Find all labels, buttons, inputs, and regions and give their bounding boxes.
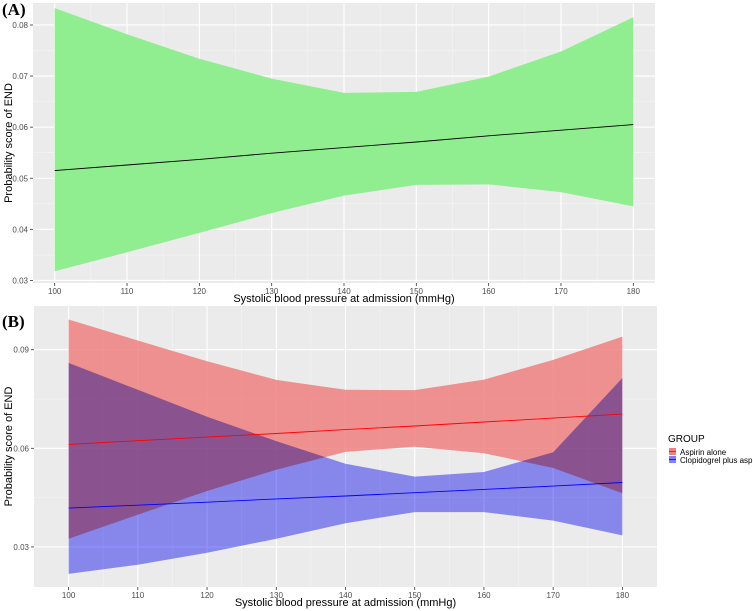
y-tick-label: 0.03 — [13, 543, 29, 552]
panel-a-confidence-bands — [54, 8, 634, 272]
x-tick-label: 110 — [121, 287, 134, 296]
panel-b-confidence-bands — [68, 319, 623, 574]
confidence-band-fit — [54, 8, 634, 272]
legend-label-aspirin-alone: Aspirin alone — [680, 448, 727, 457]
x-tick-label: 180 — [616, 591, 630, 600]
x-tick-label: 150 — [408, 591, 422, 600]
y-tick-label: 0.04 — [12, 225, 28, 234]
panel-b-y-ticks: 0.03 0.06 0.09 — [13, 346, 34, 552]
panel-a-y-ticks: 0.03 0.04 0.05 0.06 0.07 0.08 — [12, 21, 33, 285]
panel-b-x-ticks: 100 110 120 130 140 150 160 170 180 — [62, 587, 630, 600]
panel-a-fit-lines — [54, 124, 634, 172]
y-tick-label: 0.08 — [12, 21, 28, 30]
x-tick-label: 140 — [337, 287, 351, 296]
y-tick-label: 0.06 — [13, 444, 29, 453]
fit-line-fit — [54, 124, 634, 172]
panel-b-y-axis-title: Probability score of END — [3, 387, 15, 507]
panel-b: (B) 100 110 120 130 140 150 160 170 180 0.03 0.06… — [2, 306, 753, 609]
fit-line-aspirin-alone — [68, 413, 623, 445]
legend: GROUP Aspirin alone Clopidogrel plus asp… — [668, 434, 753, 465]
y-tick-label: 0.06 — [12, 123, 28, 132]
y-tick-label: 0.03 — [12, 276, 28, 285]
panel-a-x-ticks: 100 110 120 130 140 150 160 170 180 — [48, 283, 641, 296]
y-tick-label: 0.09 — [13, 346, 29, 355]
x-tick-label: 160 — [477, 591, 491, 600]
x-tick-label: 140 — [339, 591, 353, 600]
x-tick-label: 100 — [48, 287, 62, 296]
panel-b-label: (B) — [2, 312, 25, 331]
x-tick-label: 130 — [265, 287, 279, 296]
y-tick-label: 0.05 — [12, 174, 28, 183]
panel-b-x-axis-title: Systolic blood pressure at admission (mm… — [235, 597, 456, 609]
panel-b-fit-lines — [68, 413, 623, 509]
fit-line-clopidogrel-plus-aspirin — [68, 482, 623, 509]
x-tick-label: 170 — [554, 287, 568, 296]
x-tick-label: 170 — [546, 591, 560, 600]
x-tick-label: 120 — [200, 591, 214, 600]
x-tick-label: 180 — [627, 287, 641, 296]
x-tick-label: 120 — [193, 287, 207, 296]
confidence-band-clopidogrel-plus-aspirin — [68, 362, 623, 574]
x-tick-label: 100 — [62, 591, 76, 600]
x-tick-label: 160 — [482, 287, 496, 296]
x-tick-label: 150 — [410, 287, 424, 296]
panel-a: (A) 100 110 120 130 140 150 160 170 180 0.03 0.04… — [2, 0, 655, 305]
x-tick-label: 110 — [131, 591, 144, 600]
legend-label-clopidogrel-plus-aspirin: Clopidogrel plus aspirin — [680, 456, 753, 465]
panel-a-x-axis-title: Systolic blood pressure at admission (mm… — [233, 293, 454, 305]
y-tick-label: 0.07 — [12, 72, 28, 81]
x-tick-label: 130 — [270, 591, 284, 600]
panel-a-label: (A) — [2, 0, 26, 19]
legend-title: GROUP — [668, 434, 705, 445]
panel-a-y-axis-title: Probability score of END — [3, 83, 15, 203]
